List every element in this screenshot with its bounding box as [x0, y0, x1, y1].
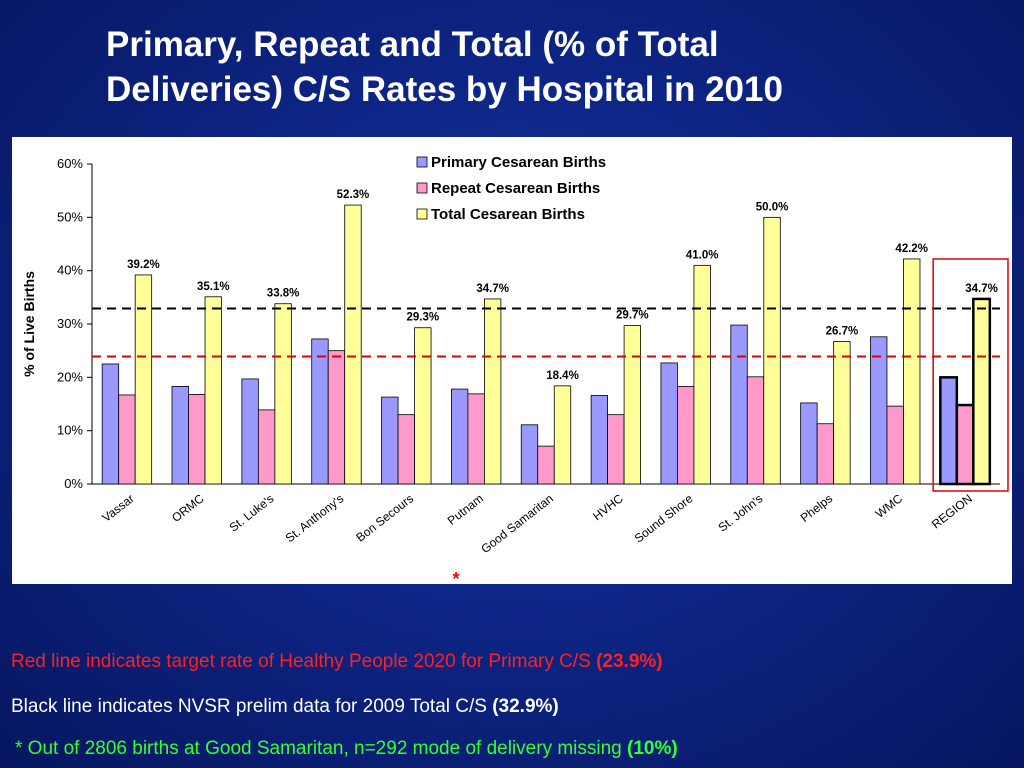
bar-total-cesarean-births-vassar — [134, 274, 153, 485]
bar-repeat-cesarean-births-st-john-s — [746, 376, 765, 485]
legend-label-repeat-cesarean-births: Repeat Cesarean Births — [431, 180, 600, 197]
y-tick-label: 60% — [57, 156, 83, 171]
missing-data-note-text: * Out of 2806 births at Good Samaritan, … — [15, 738, 628, 759]
bar-primary-cesarean-births-ormc — [171, 385, 189, 485]
bar-repeat-cesarean-births-st-luke-s — [257, 409, 276, 485]
bar-total-cesarean-births-st-john-s — [763, 216, 781, 485]
data-label-total-sound-shore: 41.0% — [686, 249, 719, 261]
bar-primary-cesarean-births-hvhc — [590, 395, 608, 485]
x-tick-label-hvhc: HVHC — [590, 491, 626, 523]
bar-repeat-cesarean-births-putnam — [467, 393, 485, 485]
missing-data-note-value: (10%) — [627, 738, 678, 759]
data-label-total-putnam: 34.7% — [476, 283, 509, 295]
bar-total-cesarean-births-putnam — [484, 298, 502, 485]
slide-title-line1: Primary, Repeat and Total (% of Total — [106, 25, 719, 64]
x-tick-label-ormc: ORMC — [169, 491, 207, 525]
red-line-note-value: (23.9%) — [596, 651, 663, 672]
x-tick-label-region: REGION — [929, 491, 975, 531]
region-highlight-box — [932, 258, 1009, 492]
x-tick-label-putnam: Putnam — [445, 491, 486, 527]
x-tick-label-good-samaritan: Good Samaritan — [478, 491, 555, 556]
bar-repeat-cesarean-births-vassar — [118, 394, 136, 485]
x-tick-label-st-luke-s: St. Luke's — [227, 491, 277, 534]
legend-swatch-primary-cesarean-births — [416, 156, 428, 168]
black-line-note-value: (32.9%) — [492, 696, 559, 717]
legend-label-total-cesarean-births: Total Cesarean Births — [431, 206, 585, 223]
bar-primary-cesarean-births-region — [939, 376, 959, 486]
chart-panel: 0% 10% 20% 30% 40% 50% 60% % of Live Births 39.2… — [12, 137, 1012, 584]
bar-total-cesarean-births-bon-secours — [414, 327, 432, 485]
data-label-total-ormc: 35.1% — [197, 281, 230, 293]
black-line-note-text: Black line indicates NVSR prelim data fo… — [11, 696, 493, 717]
x-tick-label-wmc: WMC — [873, 491, 906, 521]
black-line-note: Black line indicates NVSR prelim data fo… — [11, 696, 559, 718]
bar-total-cesarean-births-sound-shore — [693, 264, 711, 485]
bar-repeat-cesarean-births-region — [955, 403, 975, 486]
bar-primary-cesarean-births-bon-secours — [381, 396, 399, 485]
bar-primary-cesarean-births-vassar — [101, 363, 120, 485]
x-tick-label-sound-shore: Sound Shore — [632, 491, 696, 545]
data-label-total-hvhc: 29.7% — [616, 310, 649, 322]
bar-total-cesarean-births-st-anthony-s — [344, 204, 362, 485]
x-tick-label-bon-secours: Bon Secours — [353, 491, 416, 544]
data-label-total-st-luke-s: 33.8% — [267, 288, 300, 300]
legend-swatch-total-cesarean-births — [416, 208, 428, 220]
data-label-total-bon-secours: 29.3% — [407, 312, 440, 324]
bar-primary-cesarean-births-sound-shore — [660, 362, 678, 485]
bar-repeat-cesarean-births-hvhc — [607, 414, 625, 485]
bar-primary-cesarean-births-st-john-s — [730, 324, 748, 485]
legend-label-primary-cesarean-births: Primary Cesarean Births — [431, 154, 606, 171]
bar-primary-cesarean-births-phelps — [800, 402, 818, 485]
asterisk-marker: * — [452, 569, 459, 584]
bar-total-cesarean-births-hvhc — [623, 325, 641, 485]
data-label-total-good-samaritan: 18.4% — [546, 370, 579, 382]
x-tick-label-st-john-s: St. John's — [716, 491, 766, 534]
bar-primary-cesarean-births-good-samaritan — [520, 424, 539, 485]
bar-total-cesarean-births-phelps — [833, 341, 851, 485]
slide-title-line2: Deliveries) C/S Rates by Hospital in 201… — [106, 70, 783, 109]
missing-data-note: * Out of 2806 births at Good Samaritan, … — [15, 738, 678, 760]
bar-primary-cesarean-births-wmc — [870, 336, 888, 485]
y-tick-label: 20% — [57, 369, 83, 384]
y-tick-label: 40% — [57, 263, 83, 278]
bar-total-cesarean-births-ormc — [204, 296, 222, 485]
y-axis-label: % of Live Births — [21, 271, 37, 377]
bar-repeat-cesarean-births-wmc — [886, 405, 904, 485]
bar-primary-cesarean-births-putnam — [451, 388, 469, 485]
legend-swatch-repeat-cesarean-births — [416, 182, 428, 194]
y-tick-label: 0% — [64, 476, 83, 491]
bar-total-cesarean-births-good-samaritan — [553, 385, 572, 485]
red-line-note-text: Red line indicates target rate of Health… — [11, 651, 597, 672]
bar-repeat-cesarean-births-phelps — [816, 423, 835, 485]
y-tick-label: 30% — [57, 316, 83, 331]
data-label-total-st-john-s: 50.0% — [756, 201, 789, 213]
bar-primary-cesarean-births-st-anthony-s — [311, 338, 329, 485]
data-label-total-st-anthony-s: 52.3% — [337, 189, 370, 201]
bar-repeat-cesarean-births-good-samaritan — [537, 445, 555, 485]
bar-total-cesarean-births-region — [972, 297, 992, 486]
cs-rates-bar-chart: 0% 10% 20% 30% 40% 50% 60% % of Live Births 39.2… — [21, 154, 1009, 584]
x-tick-label-st-anthony-s: St. Anthony's — [283, 491, 347, 545]
data-label-total-wmc: 42.2% — [895, 243, 928, 255]
bar-total-cesarean-births-st-luke-s — [274, 303, 292, 485]
bar-primary-cesarean-births-st-luke-s — [241, 378, 259, 485]
x-tick-label-vassar: Vassar — [99, 491, 136, 524]
data-label-total-phelps: 26.7% — [826, 326, 859, 338]
slide-title: Primary, Repeat and Total (% of Total De… — [106, 22, 986, 112]
y-tick-label: 10% — [57, 423, 83, 438]
x-tick-label-phelps: Phelps — [798, 491, 836, 525]
data-label-total-vassar: 39.2% — [127, 259, 160, 271]
bar-repeat-cesarean-births-ormc — [188, 393, 206, 485]
bar-repeat-cesarean-births-sound-shore — [677, 385, 695, 485]
bar-total-cesarean-births-wmc — [903, 258, 921, 485]
y-tick-label: 50% — [57, 209, 83, 224]
bar-repeat-cesarean-births-bon-secours — [397, 414, 415, 485]
bar-repeat-cesarean-births-st-anthony-s — [327, 350, 346, 485]
data-label-total-region: 34.7% — [965, 283, 998, 295]
red-line-note: Red line indicates target rate of Health… — [11, 651, 663, 673]
